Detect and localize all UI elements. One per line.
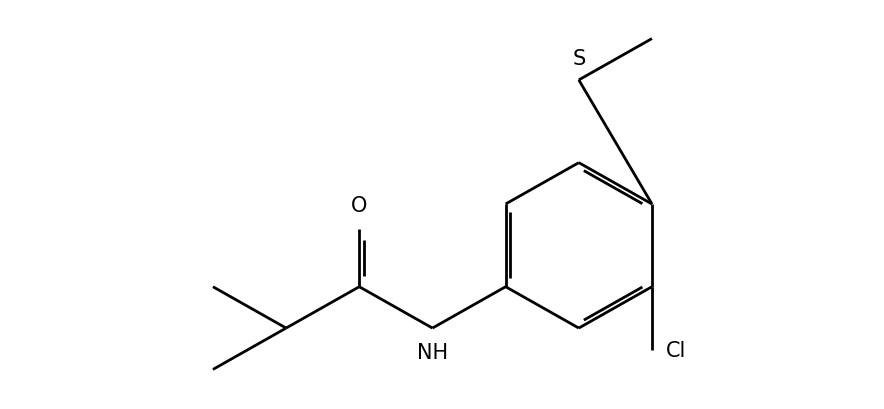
Text: S: S xyxy=(572,49,585,69)
Text: O: O xyxy=(351,196,368,216)
Text: NH: NH xyxy=(417,342,448,362)
Text: Cl: Cl xyxy=(666,341,686,360)
